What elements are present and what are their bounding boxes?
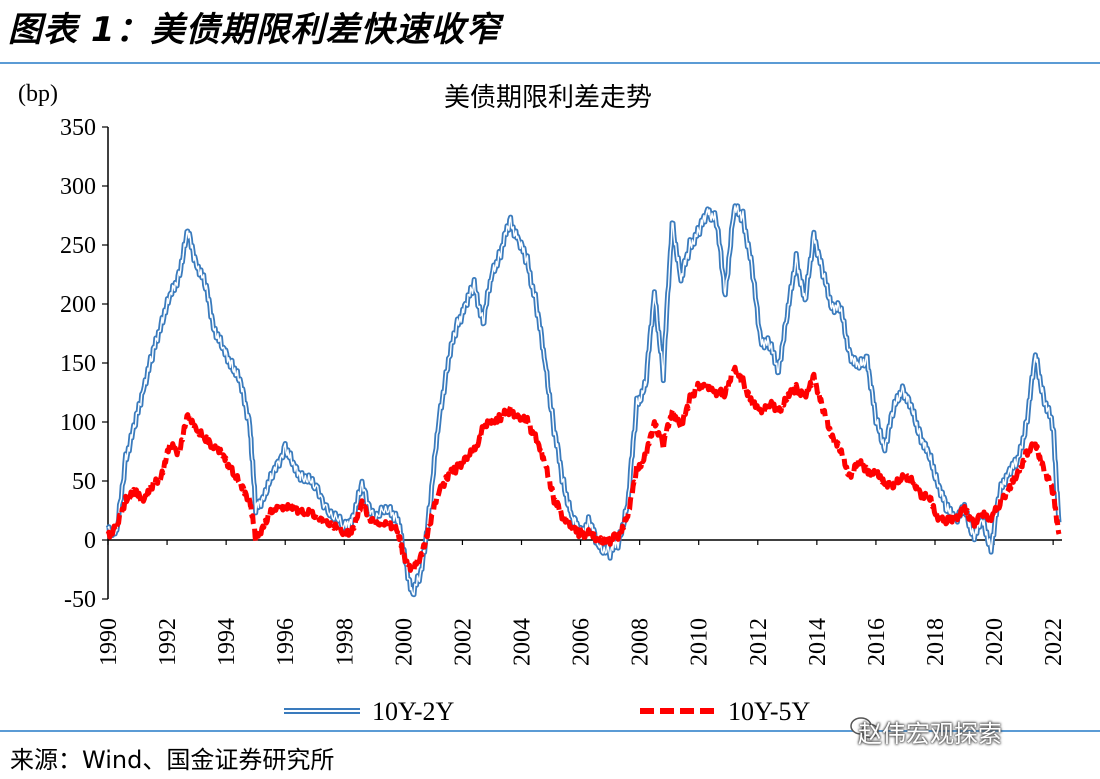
legend-label-10y-2y: 10Y-2Y	[372, 697, 455, 726]
x-tick-label: 2004	[509, 618, 535, 666]
y-tick-label: 150	[60, 351, 96, 377]
watermark: 赵伟宏观探索	[858, 720, 1002, 748]
axes	[102, 126, 1062, 600]
y-tick-label: 250	[60, 233, 96, 259]
x-tick-label: 1992	[155, 618, 181, 666]
y-tick-label: -50	[64, 587, 96, 613]
legend-label-10y-5y: 10Y-5Y	[728, 697, 811, 726]
source-note: 来源：Wind、国金证券研究所	[10, 746, 335, 774]
x-tick-label: 1996	[273, 618, 299, 666]
y-tick-label: 300	[60, 174, 96, 200]
x-tick-label: 2002	[450, 618, 476, 666]
series-lines	[105, 203, 1062, 598]
x-tick-label: 2020	[982, 618, 1008, 666]
x-tick-label: 2018	[923, 618, 949, 666]
y-tick-label: 100	[60, 410, 96, 436]
legend: 10Y-2Y 10Y-5Y	[284, 697, 811, 726]
y-tick-label: 200	[60, 292, 96, 318]
x-tick-label: 1994	[214, 618, 240, 666]
x-tick-label: 1998	[332, 618, 358, 666]
x-tick-label: 2008	[628, 618, 654, 666]
figure-title: 图表 1：美债期限利差快速收窄	[8, 10, 501, 50]
wechat-icon	[850, 717, 879, 739]
x-tick-label: 2006	[569, 618, 595, 666]
x-tick-label: 2016	[864, 618, 890, 666]
x-tick-label: 2022	[1041, 618, 1067, 666]
bottom-rule	[0, 730, 1100, 732]
chart-title: 美债期限利差走势	[444, 83, 652, 113]
series-10y-2y-inner	[107, 205, 1060, 596]
x-tick-label: 2012	[746, 618, 772, 666]
x-tick-label: 2000	[391, 618, 417, 666]
top-rule	[0, 62, 1100, 64]
y-axis-unit: (bp)	[18, 81, 58, 107]
tick-labels: -50 0 50 100 150 200 250 300 350 1990 1992 1994 1996…	[60, 115, 1067, 666]
y-tick-label: 50	[72, 469, 96, 495]
x-tick-label: 1990	[96, 618, 122, 666]
x-tick-label: 2010	[687, 618, 713, 666]
x-tick-label: 2014	[805, 618, 831, 666]
spread-chart: 美债期限利差走势 (bp) -50 0 50 100 150 200 250 300 350 19…	[18, 81, 1067, 726]
series-10y-5y-line	[105, 364, 1062, 574]
y-tick-label: 350	[60, 115, 96, 141]
y-tick-label: 0	[84, 528, 96, 554]
